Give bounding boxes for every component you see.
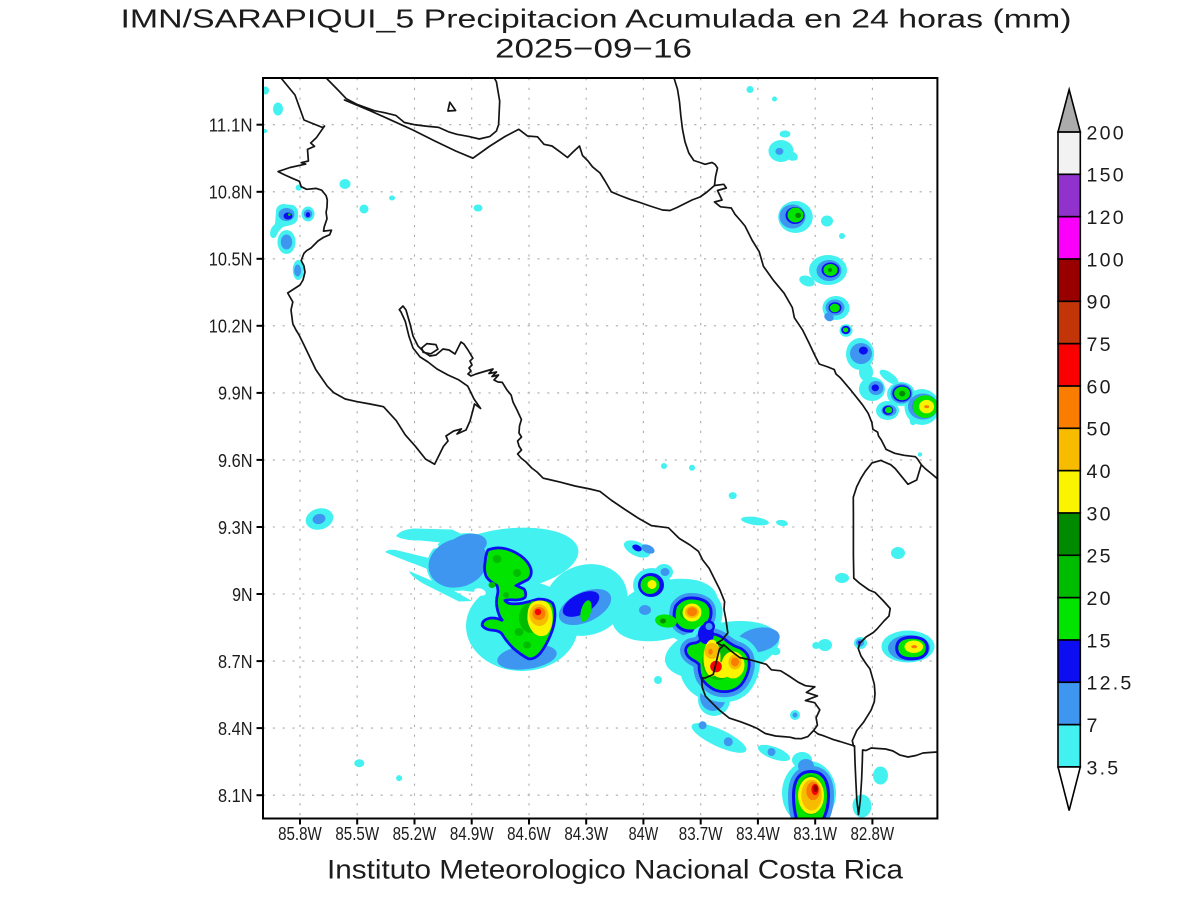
svg-text:150: 150	[1087, 165, 1126, 187]
svg-text:30: 30	[1087, 503, 1113, 525]
svg-text:12.5: 12.5	[1087, 673, 1134, 695]
svg-text:10.8N: 10.8N	[209, 182, 253, 203]
svg-text:200: 200	[1087, 122, 1126, 144]
svg-text:8.1N: 8.1N	[218, 785, 253, 806]
svg-text:8.7N: 8.7N	[218, 651, 253, 672]
svg-text:100: 100	[1087, 249, 1126, 271]
svg-text:83.1W: 83.1W	[793, 823, 837, 844]
svg-text:8.4N: 8.4N	[218, 718, 253, 739]
svg-text:40: 40	[1087, 461, 1113, 483]
svg-text:9N: 9N	[232, 584, 252, 605]
svg-text:83.7W: 83.7W	[679, 823, 723, 844]
svg-text:9.3N: 9.3N	[218, 517, 253, 538]
svg-text:83.4W: 83.4W	[736, 823, 780, 844]
svg-text:3.5: 3.5	[1087, 757, 1121, 779]
svg-text:85.5W: 85.5W	[335, 823, 379, 844]
svg-text:84.6W: 84.6W	[507, 823, 551, 844]
svg-text:85.2W: 85.2W	[393, 823, 437, 844]
svg-text:75: 75	[1087, 334, 1113, 356]
svg-text:20: 20	[1087, 588, 1113, 610]
svg-text:60: 60	[1087, 376, 1113, 398]
svg-text:IMN/SARAPIQUI_5 Precipitacion: IMN/SARAPIQUI_5 Precipitacion Acumulada …	[121, 6, 1072, 34]
svg-text:11.1N: 11.1N	[209, 115, 253, 136]
svg-text:84W: 84W	[629, 823, 659, 844]
svg-text:50: 50	[1087, 419, 1113, 441]
svg-text:Instituto Meteorologico Nacion: Instituto Meteorologico Nacional Costa R…	[327, 855, 904, 885]
svg-text:84.3W: 84.3W	[564, 823, 608, 844]
svg-text:15: 15	[1087, 630, 1113, 652]
svg-text:84.9W: 84.9W	[450, 823, 494, 844]
svg-text:90: 90	[1087, 292, 1113, 314]
svg-text:25: 25	[1087, 546, 1113, 568]
svg-text:10.2N: 10.2N	[209, 316, 253, 337]
svg-text:2025−09−16: 2025−09−16	[495, 34, 692, 64]
svg-text:82.8W: 82.8W	[851, 823, 895, 844]
svg-text:9.6N: 9.6N	[218, 450, 253, 471]
svg-text:7: 7	[1087, 715, 1100, 737]
svg-text:120: 120	[1087, 207, 1126, 229]
svg-text:10.5N: 10.5N	[209, 249, 253, 270]
svg-text:9.9N: 9.9N	[218, 383, 253, 404]
svg-text:85.8W: 85.8W	[278, 823, 322, 844]
